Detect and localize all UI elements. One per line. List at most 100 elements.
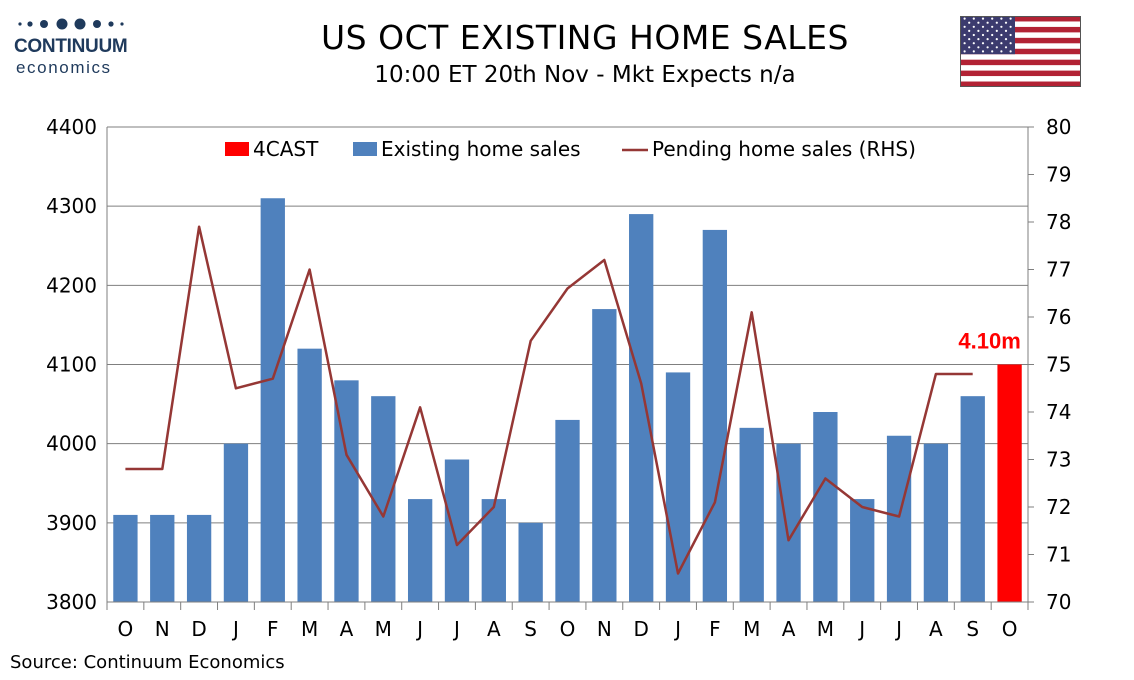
bar-existing-home-sales xyxy=(444,459,470,602)
bar-existing-home-sales xyxy=(592,309,617,602)
flag-star xyxy=(991,50,994,53)
flag-star xyxy=(995,29,998,32)
flag-star xyxy=(1009,17,1012,20)
bar-existing-home-sales xyxy=(886,435,912,602)
x-tick-label: F xyxy=(709,617,721,641)
flag-star xyxy=(977,21,980,24)
right-tick-label: 74 xyxy=(1046,400,1071,424)
axes xyxy=(106,126,1034,610)
bar-existing-home-sales xyxy=(813,412,838,602)
bar-existing-home-sales xyxy=(518,522,543,602)
line-series xyxy=(125,225,973,575)
bar-4cast xyxy=(997,364,1022,602)
bar-existing-home-sales xyxy=(186,514,212,602)
x-tick-label: O xyxy=(118,617,134,641)
x-tick-label: J xyxy=(673,617,681,641)
bar-existing-home-sales xyxy=(297,348,322,602)
x-tick-label: F xyxy=(267,617,279,641)
left-tick-label: 4100 xyxy=(46,353,97,377)
source-note: Source: Continuum Economics xyxy=(10,652,285,673)
flag-star xyxy=(991,42,994,45)
x-tick-label: O xyxy=(1002,617,1018,641)
flag-star xyxy=(963,17,966,20)
flag-star xyxy=(968,21,971,24)
x-tick-label: M xyxy=(375,617,392,641)
flag-star xyxy=(1004,46,1008,49)
bar-existing-home-sales xyxy=(960,396,985,602)
right-tick-label: 70 xyxy=(1046,590,1071,614)
x-tick-label: M xyxy=(817,617,834,641)
bar-existing-home-sales xyxy=(113,514,138,602)
flag-star xyxy=(991,33,994,37)
right-axis-labels: 70 71 72 73 74 75 76 77 78 79 80 xyxy=(1046,115,1071,614)
flag-star xyxy=(1009,25,1012,28)
right-tick-label: 79 xyxy=(1046,163,1071,187)
flag-star xyxy=(1004,38,1008,41)
flag-star xyxy=(963,33,966,37)
bar-existing-home-sales xyxy=(702,229,728,602)
flag-star xyxy=(991,17,994,20)
flag-star xyxy=(972,17,975,20)
flag-star xyxy=(968,46,971,49)
bar-existing-home-sales xyxy=(923,443,949,602)
logo-dots-icon xyxy=(18,18,124,30)
x-tick-label: J xyxy=(857,617,865,641)
flag-star xyxy=(977,29,980,32)
us-flag-icon xyxy=(960,16,1081,87)
logo-subtitle: economics xyxy=(16,58,112,77)
flag-star xyxy=(1009,33,1012,37)
bar-existing-home-sales xyxy=(407,499,433,602)
flag-star xyxy=(1004,29,1008,32)
annotations: 4.10m xyxy=(958,329,1020,354)
flag-star xyxy=(963,42,966,45)
flag-star xyxy=(986,29,989,32)
right-tick-label: 80 xyxy=(1046,115,1071,139)
x-tick-label: O xyxy=(560,617,576,641)
flag-star xyxy=(986,21,989,24)
flag-star xyxy=(1000,33,1003,37)
bar-existing-home-sales xyxy=(260,198,285,602)
right-tick-label: 72 xyxy=(1046,495,1071,519)
x-tick-label: N xyxy=(597,617,612,641)
right-tick-label: 78 xyxy=(1046,210,1071,234)
legend-label-existing: Existing home sales xyxy=(381,137,581,161)
bar-existing-home-sales xyxy=(665,372,691,602)
legend-swatch-existing xyxy=(353,142,377,156)
legend-label-4cast: 4CAST xyxy=(253,137,319,161)
bar-existing-home-sales xyxy=(739,427,764,602)
flag-star xyxy=(972,33,975,37)
flag-star xyxy=(986,38,989,41)
x-tick-label: A xyxy=(929,617,943,641)
x-tick-label: D xyxy=(191,617,206,641)
flag-star xyxy=(1004,21,1008,24)
x-tick-label: J xyxy=(452,617,460,641)
left-tick-label: 4300 xyxy=(46,194,97,218)
x-tick-label: A xyxy=(782,617,796,641)
x-tick-label: J xyxy=(894,617,902,641)
flag-star xyxy=(981,42,985,45)
flag-star xyxy=(972,25,975,28)
flag-star xyxy=(968,38,971,41)
chart-title: US OCT EXISTING HOME SALES xyxy=(321,18,849,57)
right-tick-label: 73 xyxy=(1046,448,1071,472)
forecast-annotation: 4.10m xyxy=(958,329,1020,354)
right-tick-label: 76 xyxy=(1046,305,1071,329)
flag-star xyxy=(977,38,980,41)
chart-subtitle: 10:00 ET 20th Nov - Mkt Expects n/a xyxy=(374,62,796,88)
flag-star xyxy=(981,33,985,37)
flag-star xyxy=(1000,17,1003,20)
left-tick-label: 3900 xyxy=(46,511,97,535)
legend-swatch-4cast xyxy=(225,142,249,156)
x-tick-label: A xyxy=(487,617,501,641)
flag-star xyxy=(991,25,994,28)
flag-star xyxy=(995,38,998,41)
left-tick-label: 4400 xyxy=(46,115,97,139)
flag-star xyxy=(963,50,966,53)
x-tick-label: S xyxy=(524,617,537,641)
x-tick-label: D xyxy=(633,617,648,641)
legend: 4CAST Existing home sales Pending home sal… xyxy=(225,137,916,161)
flag-star xyxy=(981,17,985,20)
bar-existing-home-sales xyxy=(850,499,875,602)
left-axis-labels: 3800 3900 4000 4100 4200 4300 4400 xyxy=(46,115,97,614)
